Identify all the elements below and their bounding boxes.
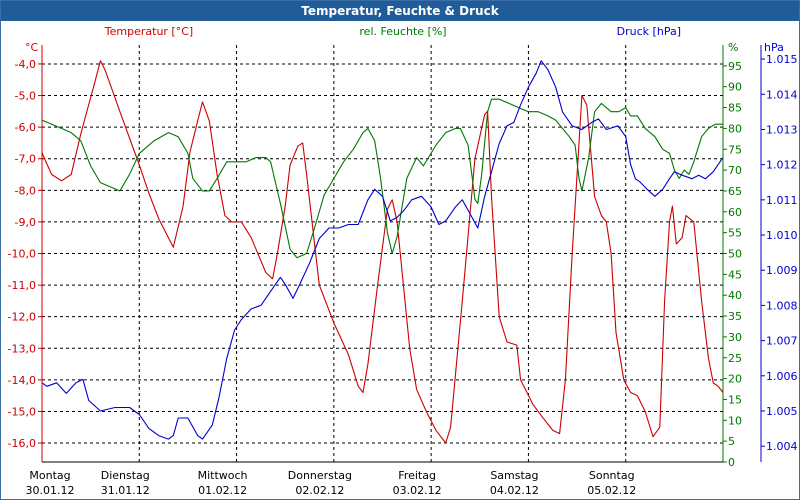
hum-tick-label: 20 xyxy=(728,373,742,386)
temp-tick-label: -9,0 xyxy=(15,216,36,229)
temp-tick-label: -10,0 xyxy=(8,248,36,261)
hum-tick-label: 0 xyxy=(728,456,735,469)
hum-tick-label: 5 xyxy=(728,435,735,448)
series-line-temp xyxy=(41,60,724,444)
hum-tick-label: 55 xyxy=(728,227,742,240)
press-tick-label: 1.005 xyxy=(766,405,798,418)
press-tick-label: 1.013 xyxy=(766,123,798,136)
temp-axis-title: Temperatur [°C] xyxy=(104,25,193,38)
hum-tick-label: 95 xyxy=(728,60,742,73)
hum-tick-label: 30 xyxy=(728,331,742,344)
hum-tick-label: 60 xyxy=(728,206,742,219)
press-tick-label: 1.006 xyxy=(766,370,798,383)
date-label: 31.01.12 xyxy=(101,484,150,497)
hum-tick-label: 35 xyxy=(728,310,742,323)
temp-tick-label: -7,0 xyxy=(15,153,36,166)
hum-tick-label: 40 xyxy=(728,289,742,302)
press-tick-label: 1.004 xyxy=(766,440,798,453)
hum-tick-label: 90 xyxy=(728,81,742,94)
press-tick-label: 1.012 xyxy=(766,159,798,172)
temp-unit-label: °C xyxy=(25,41,39,54)
date-label: 03.02.12 xyxy=(393,484,442,497)
press-tick-label: 1.010 xyxy=(766,229,798,242)
series-line-hum xyxy=(41,98,723,259)
press-tick-label: 1.011 xyxy=(766,194,798,207)
press-axis-title: Druck [hPa] xyxy=(617,25,681,38)
press-tick-label: 1.009 xyxy=(766,264,798,277)
temp-tick-label: -16,0 xyxy=(8,437,36,450)
hum-tick-label: 65 xyxy=(728,185,742,198)
chart-canvas: -4,0 -5,0 -6,0 -7,0 -8,0 -9,0 -10,0 -11,0 -12,0 -… xyxy=(8,25,798,497)
date-label: 04.02.12 xyxy=(490,484,539,497)
day-label: Sonntag xyxy=(589,469,635,482)
press-tick-label: 1.015 xyxy=(766,53,798,66)
date-label: 30.01.12 xyxy=(26,484,75,497)
press-tick-label: 1.008 xyxy=(766,299,798,312)
temp-tick-label: -14,0 xyxy=(8,374,36,387)
temp-tick-label: -13,0 xyxy=(8,342,36,355)
hum-tick-label: 10 xyxy=(728,414,742,427)
temp-tick-label: -11,0 xyxy=(8,279,36,292)
day-label: Freitag xyxy=(398,469,436,482)
press-tick-label: 1.014 xyxy=(766,88,798,101)
temp-tick-label: -8,0 xyxy=(15,184,36,197)
hum-tick-label: 15 xyxy=(728,393,742,406)
date-label: 02.02.12 xyxy=(295,484,344,497)
press-tick-label: 1.007 xyxy=(766,335,798,348)
temp-tick-label: -6,0 xyxy=(15,121,36,134)
hum-tick-label: 80 xyxy=(728,122,742,135)
temp-tick-label: -5,0 xyxy=(15,90,36,103)
hum-tick-label: 85 xyxy=(728,102,742,115)
day-label: Mittwoch xyxy=(198,469,248,482)
hum-tick-label: 45 xyxy=(728,268,742,281)
day-label: Dienstag xyxy=(101,469,150,482)
day-label: Samstag xyxy=(490,469,538,482)
hum-unit-label: % xyxy=(728,41,738,54)
day-label: Montag xyxy=(29,469,70,482)
series-line-press xyxy=(41,60,724,440)
hum-axis-title: rel. Feuchte [%] xyxy=(359,25,446,38)
press-unit-label: hPa xyxy=(764,41,784,54)
hum-tick-label: 75 xyxy=(728,143,742,156)
hum-tick-label: 50 xyxy=(728,248,742,261)
hum-tick-label: 25 xyxy=(728,352,742,365)
date-label: 01.02.12 xyxy=(198,484,247,497)
temp-tick-label: -12,0 xyxy=(8,311,36,324)
date-label: 05.02.12 xyxy=(587,484,636,497)
temp-tick-label: -4,0 xyxy=(15,58,36,71)
day-label: Donnerstag xyxy=(288,469,352,482)
temp-tick-label: -15,0 xyxy=(8,405,36,418)
hum-tick-label: 70 xyxy=(728,164,742,177)
window-title: Temperatur, Feuchte & Druck xyxy=(1,1,799,21)
